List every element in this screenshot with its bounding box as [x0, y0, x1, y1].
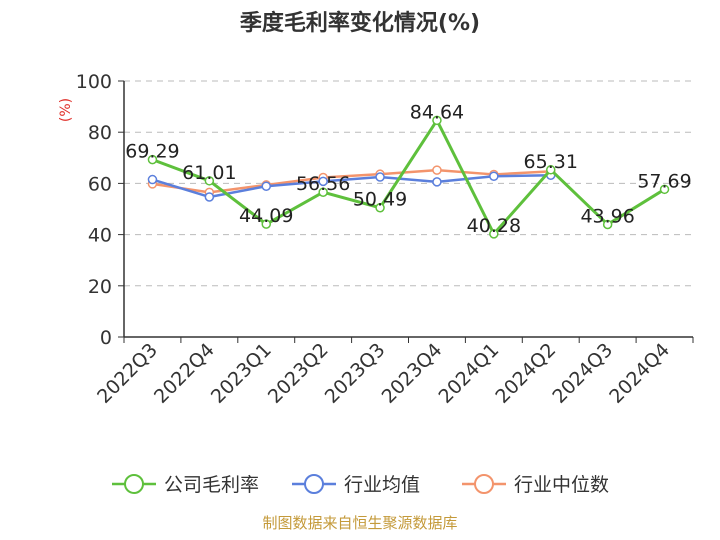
legend-label: 行业均值 [344, 474, 420, 496]
source-note: 制图数据来自恒生聚源数据库 [262, 514, 457, 532]
data-point-0 [147, 154, 158, 165]
x-tick-label: 2023Q3 [321, 339, 390, 408]
data-label: 50.49 [353, 189, 407, 211]
data-point-0 [602, 219, 613, 230]
y-tick-labels: 0 20 40 60 80 100 [76, 71, 112, 349]
data-point-0 [546, 165, 556, 175]
data-label: 56.56 [296, 173, 350, 195]
data-point-0 [318, 187, 328, 197]
legend-item-2[interactable]: 行业中位数 [462, 474, 609, 496]
data-label: 84.64 [410, 101, 464, 123]
series-layer [147, 115, 670, 239]
legend[interactable]: 公司毛利率 行业均值 行业中位数 [112, 474, 609, 496]
series-line-1 [152, 173, 551, 199]
data-point-1 [261, 181, 271, 191]
y-tick-label: 20 [88, 276, 112, 298]
y-tick-label: 0 [100, 327, 112, 349]
x-tick-label: 2024Q1 [435, 339, 504, 408]
x-tick-label: 2022Q3 [93, 339, 162, 408]
x-tick-label: 2022Q4 [150, 339, 219, 408]
data-label: 40.28 [467, 215, 521, 237]
legend-marker [124, 474, 144, 494]
data-point-0 [204, 176, 215, 186]
y-tick-label: 80 [88, 122, 112, 144]
legend-marker [304, 474, 324, 494]
data-label: 57.69 [637, 170, 691, 192]
data-label: 44.09 [239, 205, 293, 227]
y-axis-unit: (%) [58, 98, 74, 122]
series-line-2 [152, 168, 551, 194]
data-point-0 [489, 229, 499, 239]
data-label: 43.96 [580, 205, 634, 227]
data-point-0 [432, 115, 442, 126]
data-point-1 [318, 176, 328, 187]
data-point-0 [659, 184, 670, 195]
x-tick-label: 2024Q2 [491, 339, 560, 408]
legend-item-1[interactable]: 行业均值 [292, 474, 420, 496]
data-label: 65.31 [524, 151, 578, 173]
x-tick-label: 2023Q2 [264, 339, 333, 408]
legend-item-0[interactable]: 公司毛利率 [112, 474, 259, 496]
gridlines [124, 80, 693, 287]
series-line-0 [151, 118, 666, 236]
legend-marker [474, 474, 494, 494]
y-tick-label: 100 [76, 71, 112, 93]
chart-title: 季度毛利率变化情况(%) [240, 10, 480, 36]
data-point-0 [375, 202, 385, 213]
x-tick-label: 2023Q4 [378, 339, 447, 408]
data-point-2 [432, 165, 442, 175]
data-label: 61.01 [182, 162, 236, 184]
data-label: 69.29 [125, 141, 179, 163]
axes [118, 80, 694, 343]
data-point-0 [261, 219, 271, 229]
data-point-1 [204, 192, 215, 202]
legend-label: 公司毛利率 [164, 474, 259, 496]
legend-label: 行业中位数 [514, 474, 609, 496]
data-point-1 [489, 171, 499, 181]
x-tick-label: 2024Q3 [548, 339, 617, 408]
data-point-1 [375, 172, 385, 182]
x-tick-label: 2023Q1 [207, 339, 276, 408]
x-tick-labels: 2022Q32022Q42023Q12023Q22023Q32023Q42024… [93, 339, 674, 408]
y-tick-label: 60 [88, 173, 112, 195]
data-point-1 [147, 174, 158, 185]
data-point-1 [432, 177, 442, 187]
x-tick-label: 2024Q4 [605, 339, 674, 408]
y-tick-label: 40 [88, 225, 112, 247]
